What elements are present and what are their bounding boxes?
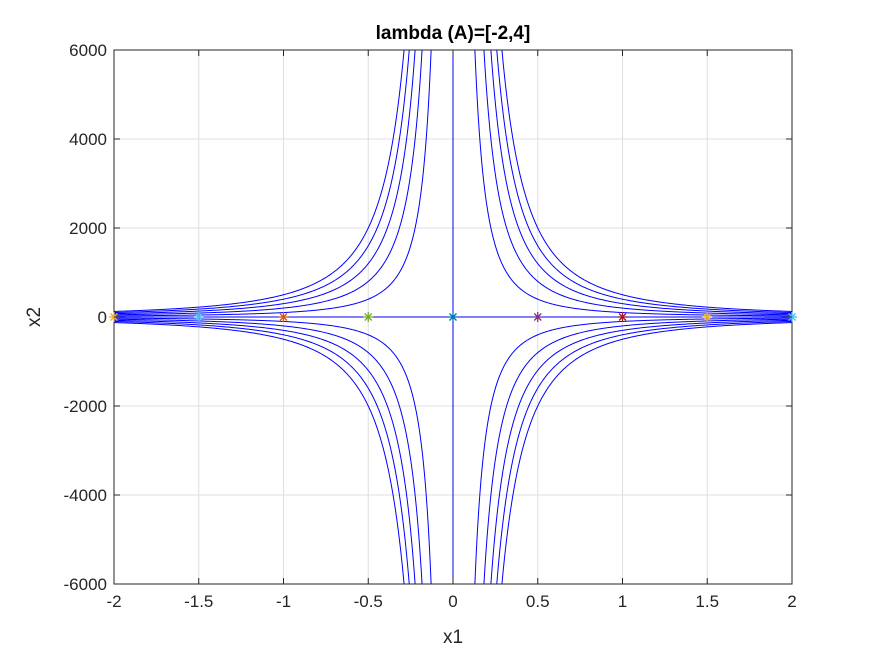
trajectory-curve	[114, 320, 410, 584]
y-axis-ticks: -6000 -4000 -2000 0 2000 4000 6000	[64, 41, 792, 594]
trajectory-curve	[114, 319, 416, 584]
trajectories	[114, 50, 792, 584]
y-axis-label: x2	[24, 307, 45, 327]
y-tick-label: -2000	[64, 397, 107, 416]
trajectory-curve	[114, 50, 423, 316]
trajectory-curve	[114, 50, 416, 315]
y-tick-label: -6000	[64, 575, 107, 594]
trajectory-curve	[114, 322, 405, 584]
x-tick-label: -0.5	[354, 592, 383, 611]
trajectory-curve	[496, 50, 792, 314]
y-tick-label: 0	[98, 308, 107, 327]
trajectory-curve	[114, 50, 410, 314]
x-tick-label: 0.5	[526, 592, 550, 611]
y-tick-label: 4000	[69, 130, 107, 149]
x-tick-label: 0	[448, 592, 457, 611]
y-tick-label: 2000	[69, 219, 107, 238]
start-point-marker	[702, 312, 713, 322]
trajectory-curve	[490, 50, 792, 315]
start-point-marker	[617, 312, 628, 322]
trajectory-curve	[114, 318, 423, 584]
trajectory-curve	[501, 322, 792, 584]
x-tick-label: -1	[276, 592, 291, 611]
trajectory-curve	[490, 319, 792, 584]
trajectory-curve	[114, 50, 405, 312]
x-tick-label: -2	[106, 592, 121, 611]
trajectory-curve	[496, 320, 792, 584]
trajectory-curve	[114, 50, 432, 317]
start-point-marker	[363, 312, 374, 322]
trajectory-curve	[483, 318, 792, 584]
x-tick-label: -1.5	[184, 592, 213, 611]
trajectory-curve	[483, 50, 792, 316]
x-tick-label: 2	[787, 592, 796, 611]
start-point-marker	[193, 312, 204, 322]
trajectory-curve	[114, 317, 432, 584]
y-tick-label: -4000	[64, 486, 107, 505]
y-tick-label: 6000	[69, 41, 107, 60]
x-tick-label: 1.5	[695, 592, 719, 611]
x-axis-label: x1	[443, 627, 463, 648]
start-point-marker	[278, 312, 289, 322]
start-point-markers	[109, 312, 797, 322]
x-tick-label: 1	[618, 592, 627, 611]
x-axis-ticks: -2 -1.5 -1 -0.5 0 0.5 1 1.5 2	[106, 50, 797, 611]
trajectory-curve	[501, 50, 792, 312]
start-point-marker	[532, 312, 543, 322]
chart-title: lambda (A)=[-2,4]	[376, 23, 531, 44]
trajectory-curve	[474, 317, 792, 584]
start-point-marker	[448, 312, 458, 322]
trajectory-curve	[474, 50, 792, 317]
